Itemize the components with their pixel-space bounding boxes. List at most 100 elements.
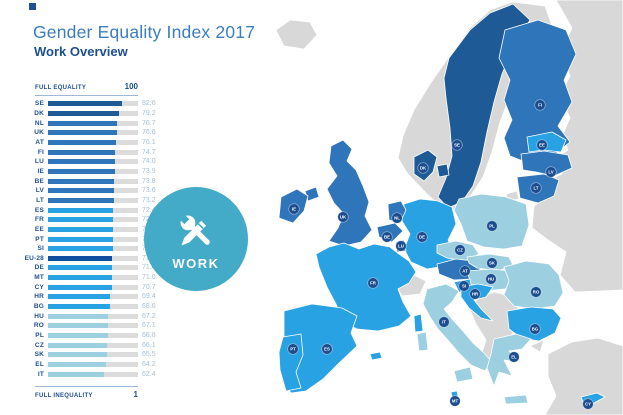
country-code: NL (34, 119, 44, 127)
bar-fill (48, 139, 117, 145)
map-label-MT: MT (449, 395, 461, 407)
bar-value: 67.1 (142, 322, 156, 330)
bar-value: 74.0 (142, 158, 156, 166)
bar-fill (48, 101, 123, 107)
bar-track (48, 304, 138, 310)
svg-text:HU: HU (488, 277, 494, 282)
country-code: SK (34, 351, 44, 359)
country-code: EE (34, 225, 44, 233)
bar-row-CZ: CZ 66.1 (20, 340, 190, 350)
country-code: EL (35, 361, 44, 369)
bar-fill (48, 120, 118, 126)
bar-row-RO: RO 67.1 (20, 321, 190, 331)
bar-fill (48, 168, 115, 174)
bar-track (48, 217, 138, 223)
map-label-LT: LT (530, 182, 542, 194)
bar-fill (48, 362, 106, 368)
svg-text:AT: AT (462, 269, 468, 274)
svg-text:EL: EL (511, 355, 517, 360)
svg-text:SE: SE (454, 143, 460, 148)
country-code: HR (34, 293, 44, 301)
bar-fill (48, 197, 114, 203)
bar-track (48, 313, 138, 319)
bar-fill (48, 371, 105, 377)
country-code: SE (34, 100, 44, 108)
country-code: DE (34, 264, 44, 272)
bar-track (48, 333, 138, 339)
bar-track (48, 226, 138, 232)
scale-min-value: 1 (133, 390, 138, 399)
bar-value: 65.5 (142, 351, 156, 359)
bar-track (48, 352, 138, 358)
country-code: MT (34, 274, 44, 282)
svg-text:BE: BE (384, 235, 390, 240)
map-label-DK: DK (417, 162, 429, 174)
bar-value: 73.9 (142, 167, 156, 175)
bar-track (48, 207, 138, 213)
map-label-EE: EE (536, 139, 548, 151)
country-it (422, 283, 492, 372)
bar-track (48, 120, 138, 126)
country-fr-corsica (413, 313, 424, 333)
bar-value: 76.6 (142, 129, 156, 137)
country-code: AT (35, 138, 44, 146)
bar-track (48, 110, 138, 116)
svg-text:FI: FI (538, 103, 542, 108)
bar-value: 74.7 (142, 148, 156, 156)
bar-row-EL: EL 64.2 (20, 360, 190, 370)
svg-text:IE: IE (292, 207, 296, 212)
bar-value: 67.2 (142, 312, 156, 320)
country-hr (460, 283, 494, 322)
country-turkey-west (529, 339, 545, 353)
map-label-SE: SE (451, 139, 463, 151)
map-label-CZ: CZ (454, 244, 466, 256)
bar-track (48, 342, 138, 348)
page-subtitle: Work Overview (34, 44, 128, 59)
bar-row-AT: AT 76.1 (20, 138, 190, 148)
map-label-RO: RO (530, 286, 542, 298)
bar-row-IT: IT 62.4 (20, 369, 190, 379)
bar-fill (48, 265, 113, 271)
svg-text:NL: NL (394, 216, 400, 221)
full-equality-label: FULL EQUALITY (35, 85, 87, 91)
bar-row-NL: NL 76.7 (20, 118, 190, 128)
bar-fill (48, 323, 109, 329)
country-uk (326, 139, 373, 247)
bar-track (48, 197, 138, 203)
bar-track (48, 371, 138, 377)
country-code: CY (34, 283, 44, 291)
bar-value: 76.7 (142, 119, 156, 127)
svg-text:IT: IT (442, 320, 446, 325)
bar-value: 76.1 (142, 138, 156, 146)
bar-fill (48, 110, 120, 116)
svg-text:SK: SK (489, 261, 496, 266)
bar-value: 73.2 (142, 196, 156, 204)
svg-text:LV: LV (548, 170, 553, 175)
country-code: LV (35, 187, 44, 195)
bar-fill (48, 333, 109, 339)
bar-value: 71.4 (142, 264, 156, 272)
bar-fill (48, 352, 107, 358)
svg-text:CY: CY (585, 402, 591, 407)
country-code: DK (34, 109, 44, 117)
map-label-LV: LV (545, 166, 557, 178)
bar-row-ES: ES 72.4 (20, 205, 190, 215)
full-inequality-label: FULL INEQUALITY (35, 393, 93, 399)
map-label-IT: IT (438, 316, 450, 328)
map-label-BG: BG (529, 323, 541, 335)
country-lv (520, 150, 573, 177)
map-label-HR: HR (469, 288, 481, 300)
bar-fill (48, 207, 114, 213)
country-it-sicily (453, 366, 474, 383)
scale-max-value: 100 (124, 82, 138, 91)
map-label-NL: NL (391, 212, 403, 224)
bar-track (48, 101, 138, 107)
bar-fill (48, 246, 113, 252)
country-code: FI (37, 148, 44, 156)
country-code: LT (36, 196, 44, 204)
bar-row-DE: DE 71.4 (20, 263, 190, 273)
svg-text:CZ: CZ (457, 248, 463, 253)
map-label-ES: ES (321, 343, 333, 355)
bar-fill (48, 178, 115, 184)
svg-text:FR: FR (370, 281, 377, 286)
